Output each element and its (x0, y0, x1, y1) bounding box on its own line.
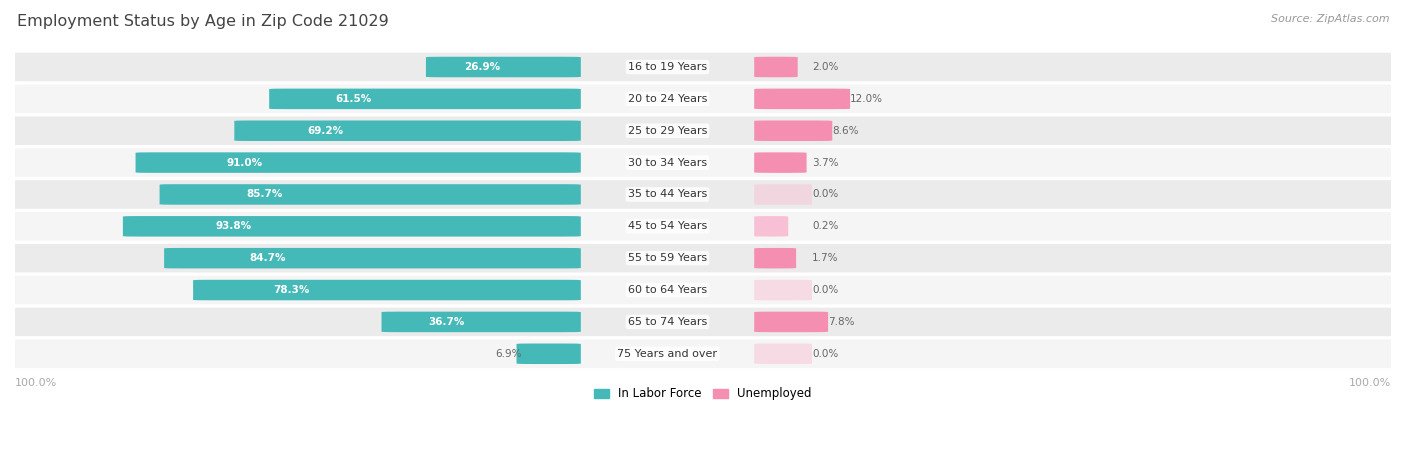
Text: 45 to 54 Years: 45 to 54 Years (628, 221, 707, 231)
Text: 16 to 19 Years: 16 to 19 Years (628, 62, 707, 72)
FancyBboxPatch shape (754, 88, 851, 109)
FancyBboxPatch shape (0, 276, 1406, 304)
FancyBboxPatch shape (754, 248, 796, 268)
Text: 36.7%: 36.7% (427, 317, 464, 327)
FancyBboxPatch shape (754, 280, 813, 300)
Text: 26.9%: 26.9% (464, 62, 501, 72)
FancyBboxPatch shape (165, 248, 581, 268)
FancyBboxPatch shape (426, 57, 581, 77)
Text: 65 to 74 Years: 65 to 74 Years (628, 317, 707, 327)
Text: 55 to 59 Years: 55 to 59 Years (628, 253, 707, 263)
FancyBboxPatch shape (135, 152, 581, 173)
Text: 84.7%: 84.7% (250, 253, 287, 263)
FancyBboxPatch shape (0, 308, 1406, 336)
FancyBboxPatch shape (754, 344, 813, 364)
FancyBboxPatch shape (754, 312, 828, 332)
Text: 0.0%: 0.0% (813, 189, 838, 199)
Text: 61.5%: 61.5% (336, 94, 373, 104)
Text: 0.0%: 0.0% (813, 285, 838, 295)
Text: Source: ZipAtlas.com: Source: ZipAtlas.com (1271, 14, 1389, 23)
Text: 85.7%: 85.7% (246, 189, 283, 199)
Text: 12.0%: 12.0% (851, 94, 883, 104)
Text: 100.0%: 100.0% (15, 377, 58, 388)
Text: 3.7%: 3.7% (813, 157, 838, 168)
Text: 6.9%: 6.9% (495, 349, 522, 359)
FancyBboxPatch shape (0, 85, 1406, 113)
Text: 0.2%: 0.2% (813, 221, 838, 231)
Text: 7.8%: 7.8% (828, 317, 855, 327)
Text: 20 to 24 Years: 20 to 24 Years (628, 94, 707, 104)
FancyBboxPatch shape (0, 116, 1406, 145)
FancyBboxPatch shape (0, 148, 1406, 177)
Text: 8.6%: 8.6% (832, 126, 859, 136)
FancyBboxPatch shape (235, 120, 581, 141)
Text: 78.3%: 78.3% (273, 285, 309, 295)
Text: 69.2%: 69.2% (308, 126, 343, 136)
Text: Employment Status by Age in Zip Code 21029: Employment Status by Age in Zip Code 210… (17, 14, 388, 28)
FancyBboxPatch shape (0, 53, 1406, 81)
FancyBboxPatch shape (754, 184, 813, 205)
Text: 91.0%: 91.0% (226, 157, 263, 168)
FancyBboxPatch shape (0, 212, 1406, 240)
Text: 100.0%: 100.0% (1348, 377, 1391, 388)
Text: 1.7%: 1.7% (813, 253, 838, 263)
FancyBboxPatch shape (754, 152, 807, 173)
Text: 35 to 44 Years: 35 to 44 Years (628, 189, 707, 199)
FancyBboxPatch shape (193, 280, 581, 300)
FancyBboxPatch shape (0, 180, 1406, 209)
Text: 2.0%: 2.0% (813, 62, 838, 72)
FancyBboxPatch shape (754, 57, 797, 77)
Legend: In Labor Force, Unemployed: In Labor Force, Unemployed (589, 383, 817, 405)
FancyBboxPatch shape (269, 88, 581, 109)
Text: 75 Years and over: 75 Years and over (617, 349, 717, 359)
Text: 93.8%: 93.8% (217, 221, 252, 231)
FancyBboxPatch shape (381, 312, 581, 332)
FancyBboxPatch shape (0, 340, 1406, 368)
Text: 0.0%: 0.0% (813, 349, 838, 359)
FancyBboxPatch shape (122, 216, 581, 237)
FancyBboxPatch shape (160, 184, 581, 205)
FancyBboxPatch shape (0, 244, 1406, 272)
FancyBboxPatch shape (754, 120, 832, 141)
Text: 30 to 34 Years: 30 to 34 Years (628, 157, 707, 168)
Text: 25 to 29 Years: 25 to 29 Years (628, 126, 707, 136)
Text: 60 to 64 Years: 60 to 64 Years (628, 285, 707, 295)
FancyBboxPatch shape (754, 216, 789, 237)
FancyBboxPatch shape (516, 344, 581, 364)
